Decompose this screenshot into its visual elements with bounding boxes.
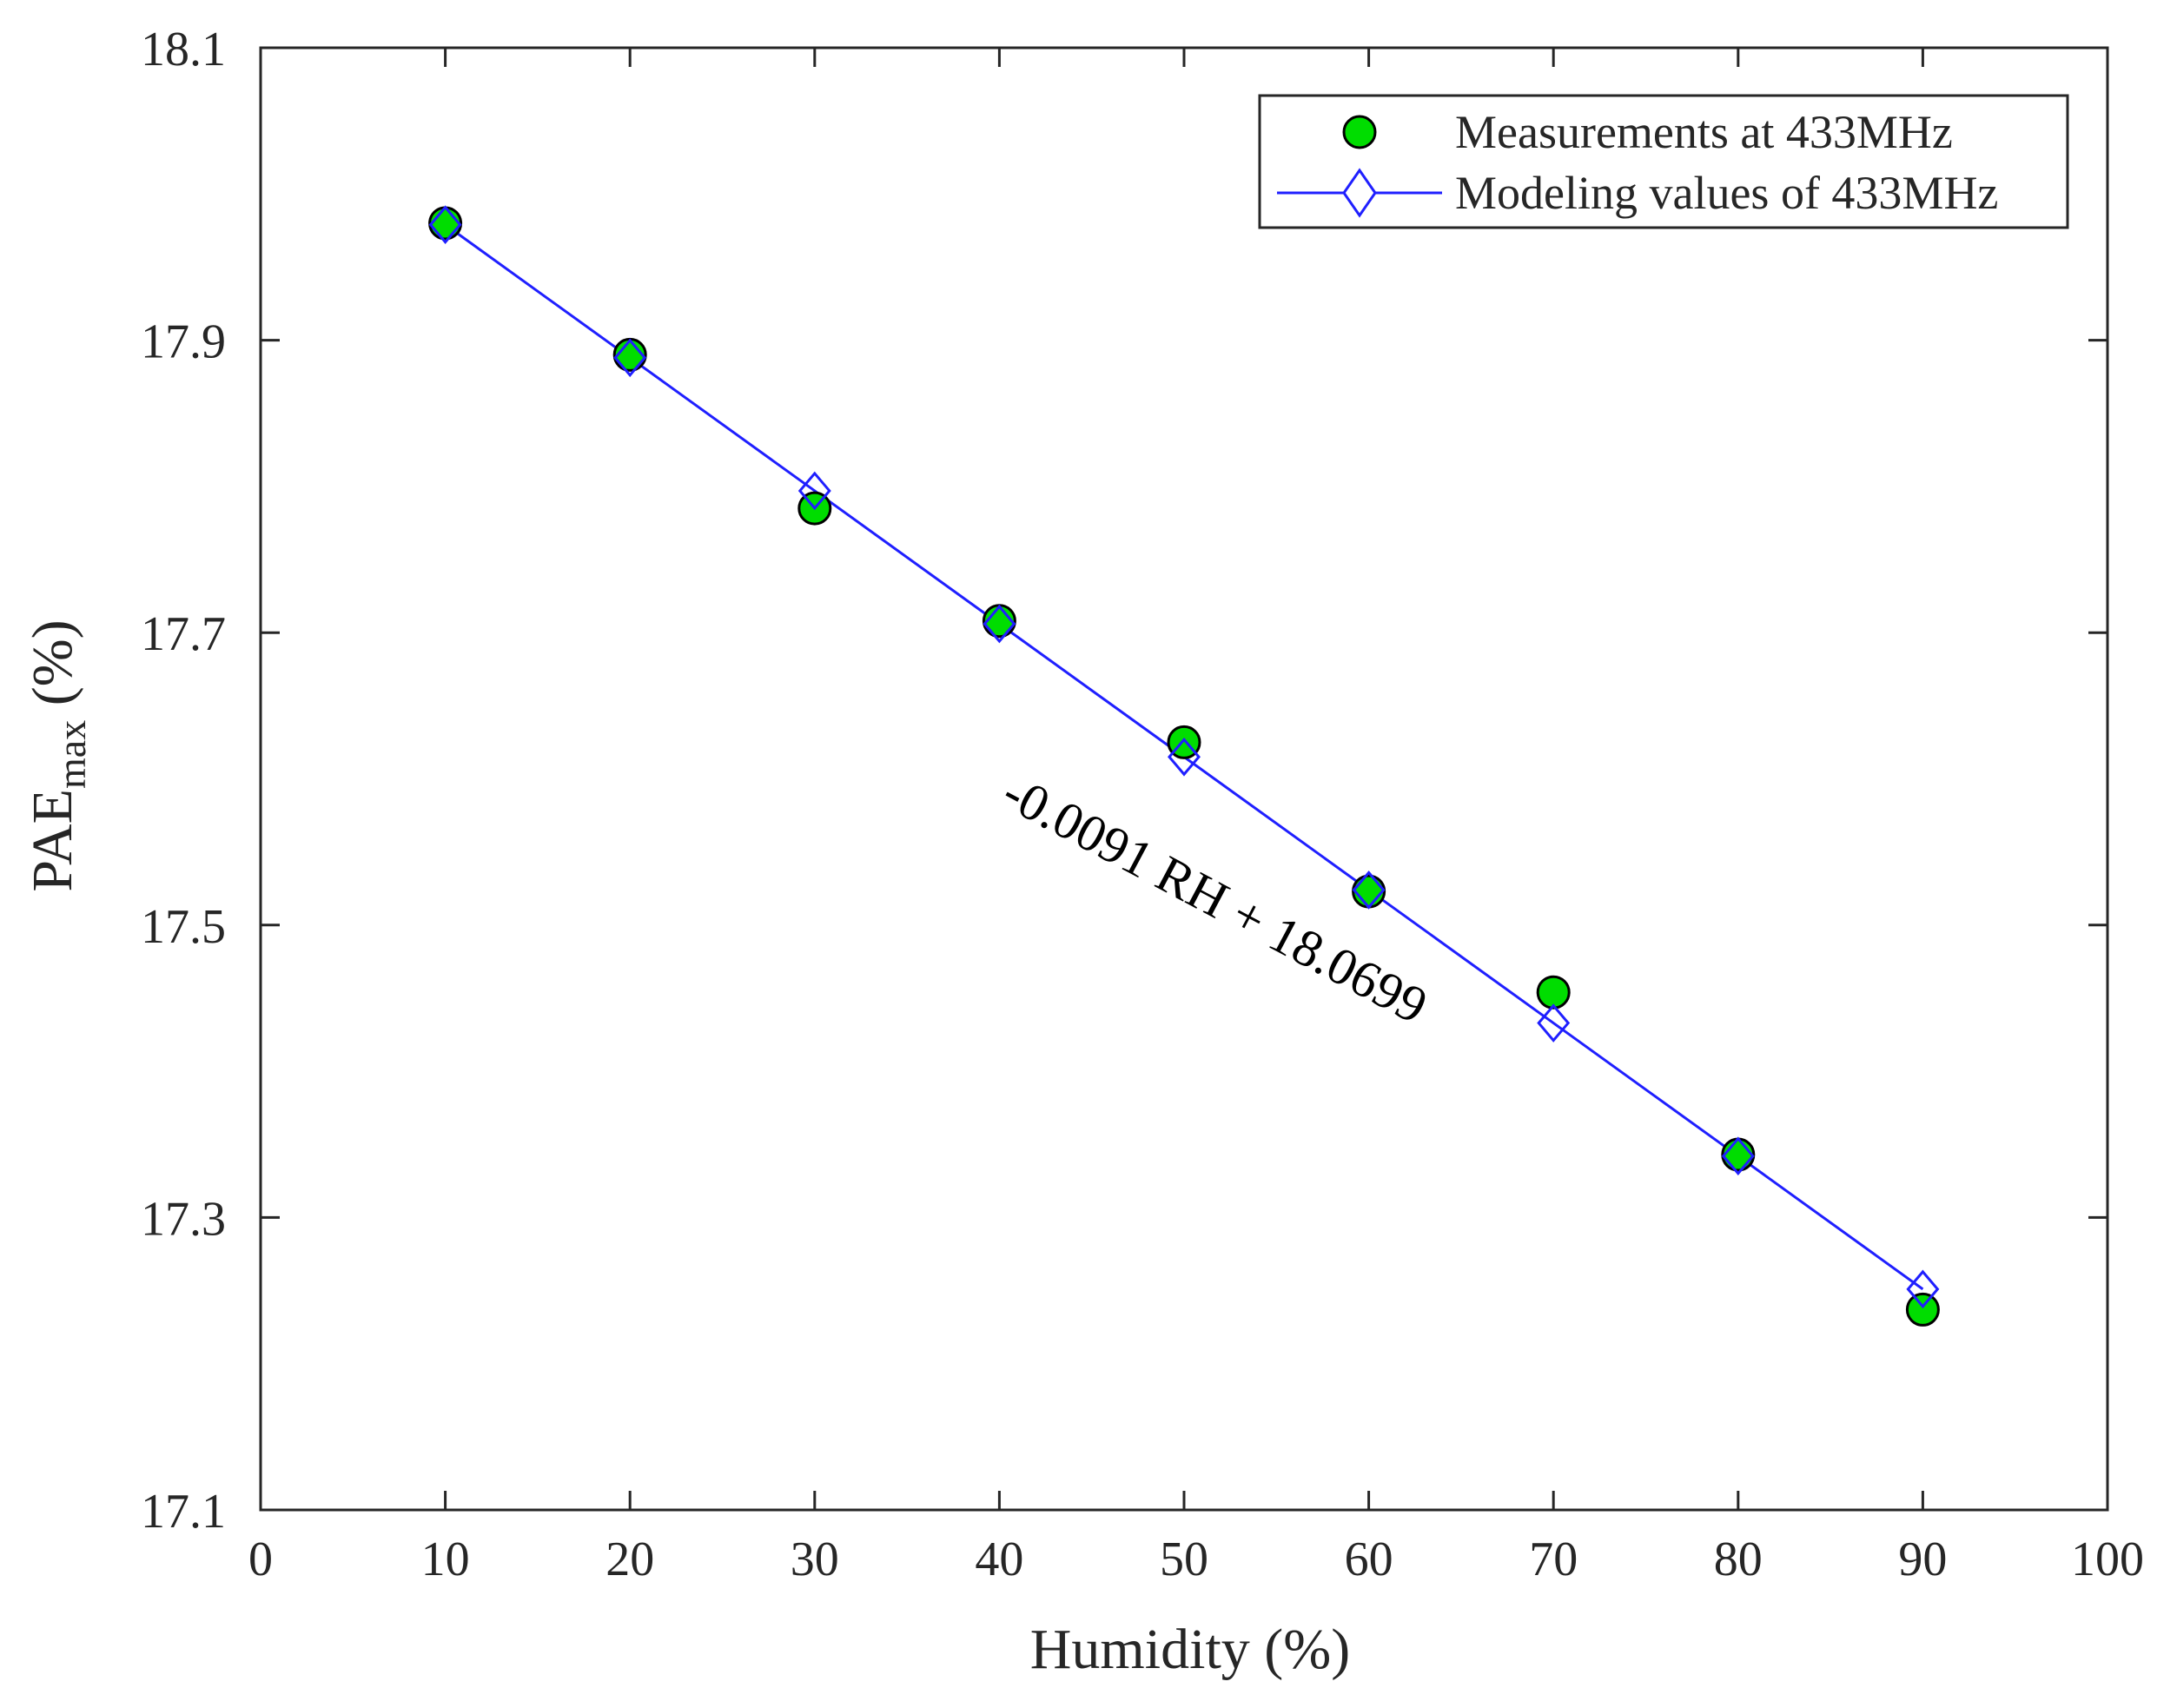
legend-box	[1258, 94, 2069, 229]
x-tick-label: 10	[421, 1533, 470, 1586]
point-model	[1906, 1269, 1940, 1309]
y-tick-label: 18.1	[141, 23, 226, 76]
x-tick-label: 40	[975, 1533, 1023, 1586]
x-tick-label: 80	[1714, 1533, 1763, 1586]
y-axis-label: PAEmax (%)	[21, 619, 94, 891]
x-tick-label: 70	[1529, 1533, 1578, 1586]
y-tick-label: 17.1	[141, 1485, 226, 1539]
point-model	[1352, 871, 1386, 910]
y-axis-label-sub: max	[50, 720, 94, 789]
legend-label-measurements: Measurements at 433MHz	[1455, 106, 1953, 158]
point-measurement	[1352, 874, 1386, 909]
axes: 0 10 20 30 40 50 60 70 80 90 100 17.1 17.3 17.5 17.7 17…	[141, 23, 2144, 1586]
x-tick-label: 90	[1898, 1533, 1947, 1586]
x-tick-label: 20	[605, 1533, 654, 1586]
x-tick-label: 100	[2071, 1533, 2144, 1586]
y-axis-label-tail: (%)	[21, 619, 84, 719]
y-tick-label: 17.9	[141, 315, 226, 369]
plot-area	[428, 205, 1940, 1327]
y-tick-label: 17.5	[141, 900, 226, 954]
point-model	[428, 205, 462, 244]
point-model	[797, 471, 831, 511]
point-model	[613, 338, 647, 378]
y-tick-label: 17.7	[141, 607, 226, 661]
point-model	[1721, 1136, 1755, 1176]
legend-label-modeling: Modeling values of 433MHz	[1455, 167, 1998, 219]
y-axis-label-main: PAE	[21, 789, 84, 892]
legend-marker-modeling	[1342, 168, 1377, 218]
legend: Measurements at 433MHz Modeling values o…	[1258, 94, 2069, 229]
point-measurement	[428, 206, 463, 241]
x-tick-label: 60	[1345, 1533, 1393, 1586]
point-measurement	[1721, 1137, 1756, 1172]
point-model	[983, 604, 1016, 644]
x-tick-label: 30	[791, 1533, 839, 1586]
point-model	[1168, 737, 1201, 777]
point-model	[1537, 1003, 1571, 1043]
point-measurement	[1905, 1292, 1940, 1327]
x-axis-label: Humidity (%)	[1030, 1618, 1350, 1681]
point-measurement	[1536, 975, 1571, 1010]
legend-marker-measurements	[1342, 115, 1377, 149]
y-tick-label: 17.3	[141, 1192, 226, 1246]
x-tick-label: 50	[1160, 1533, 1208, 1586]
x-tick-label: 0	[248, 1533, 273, 1586]
